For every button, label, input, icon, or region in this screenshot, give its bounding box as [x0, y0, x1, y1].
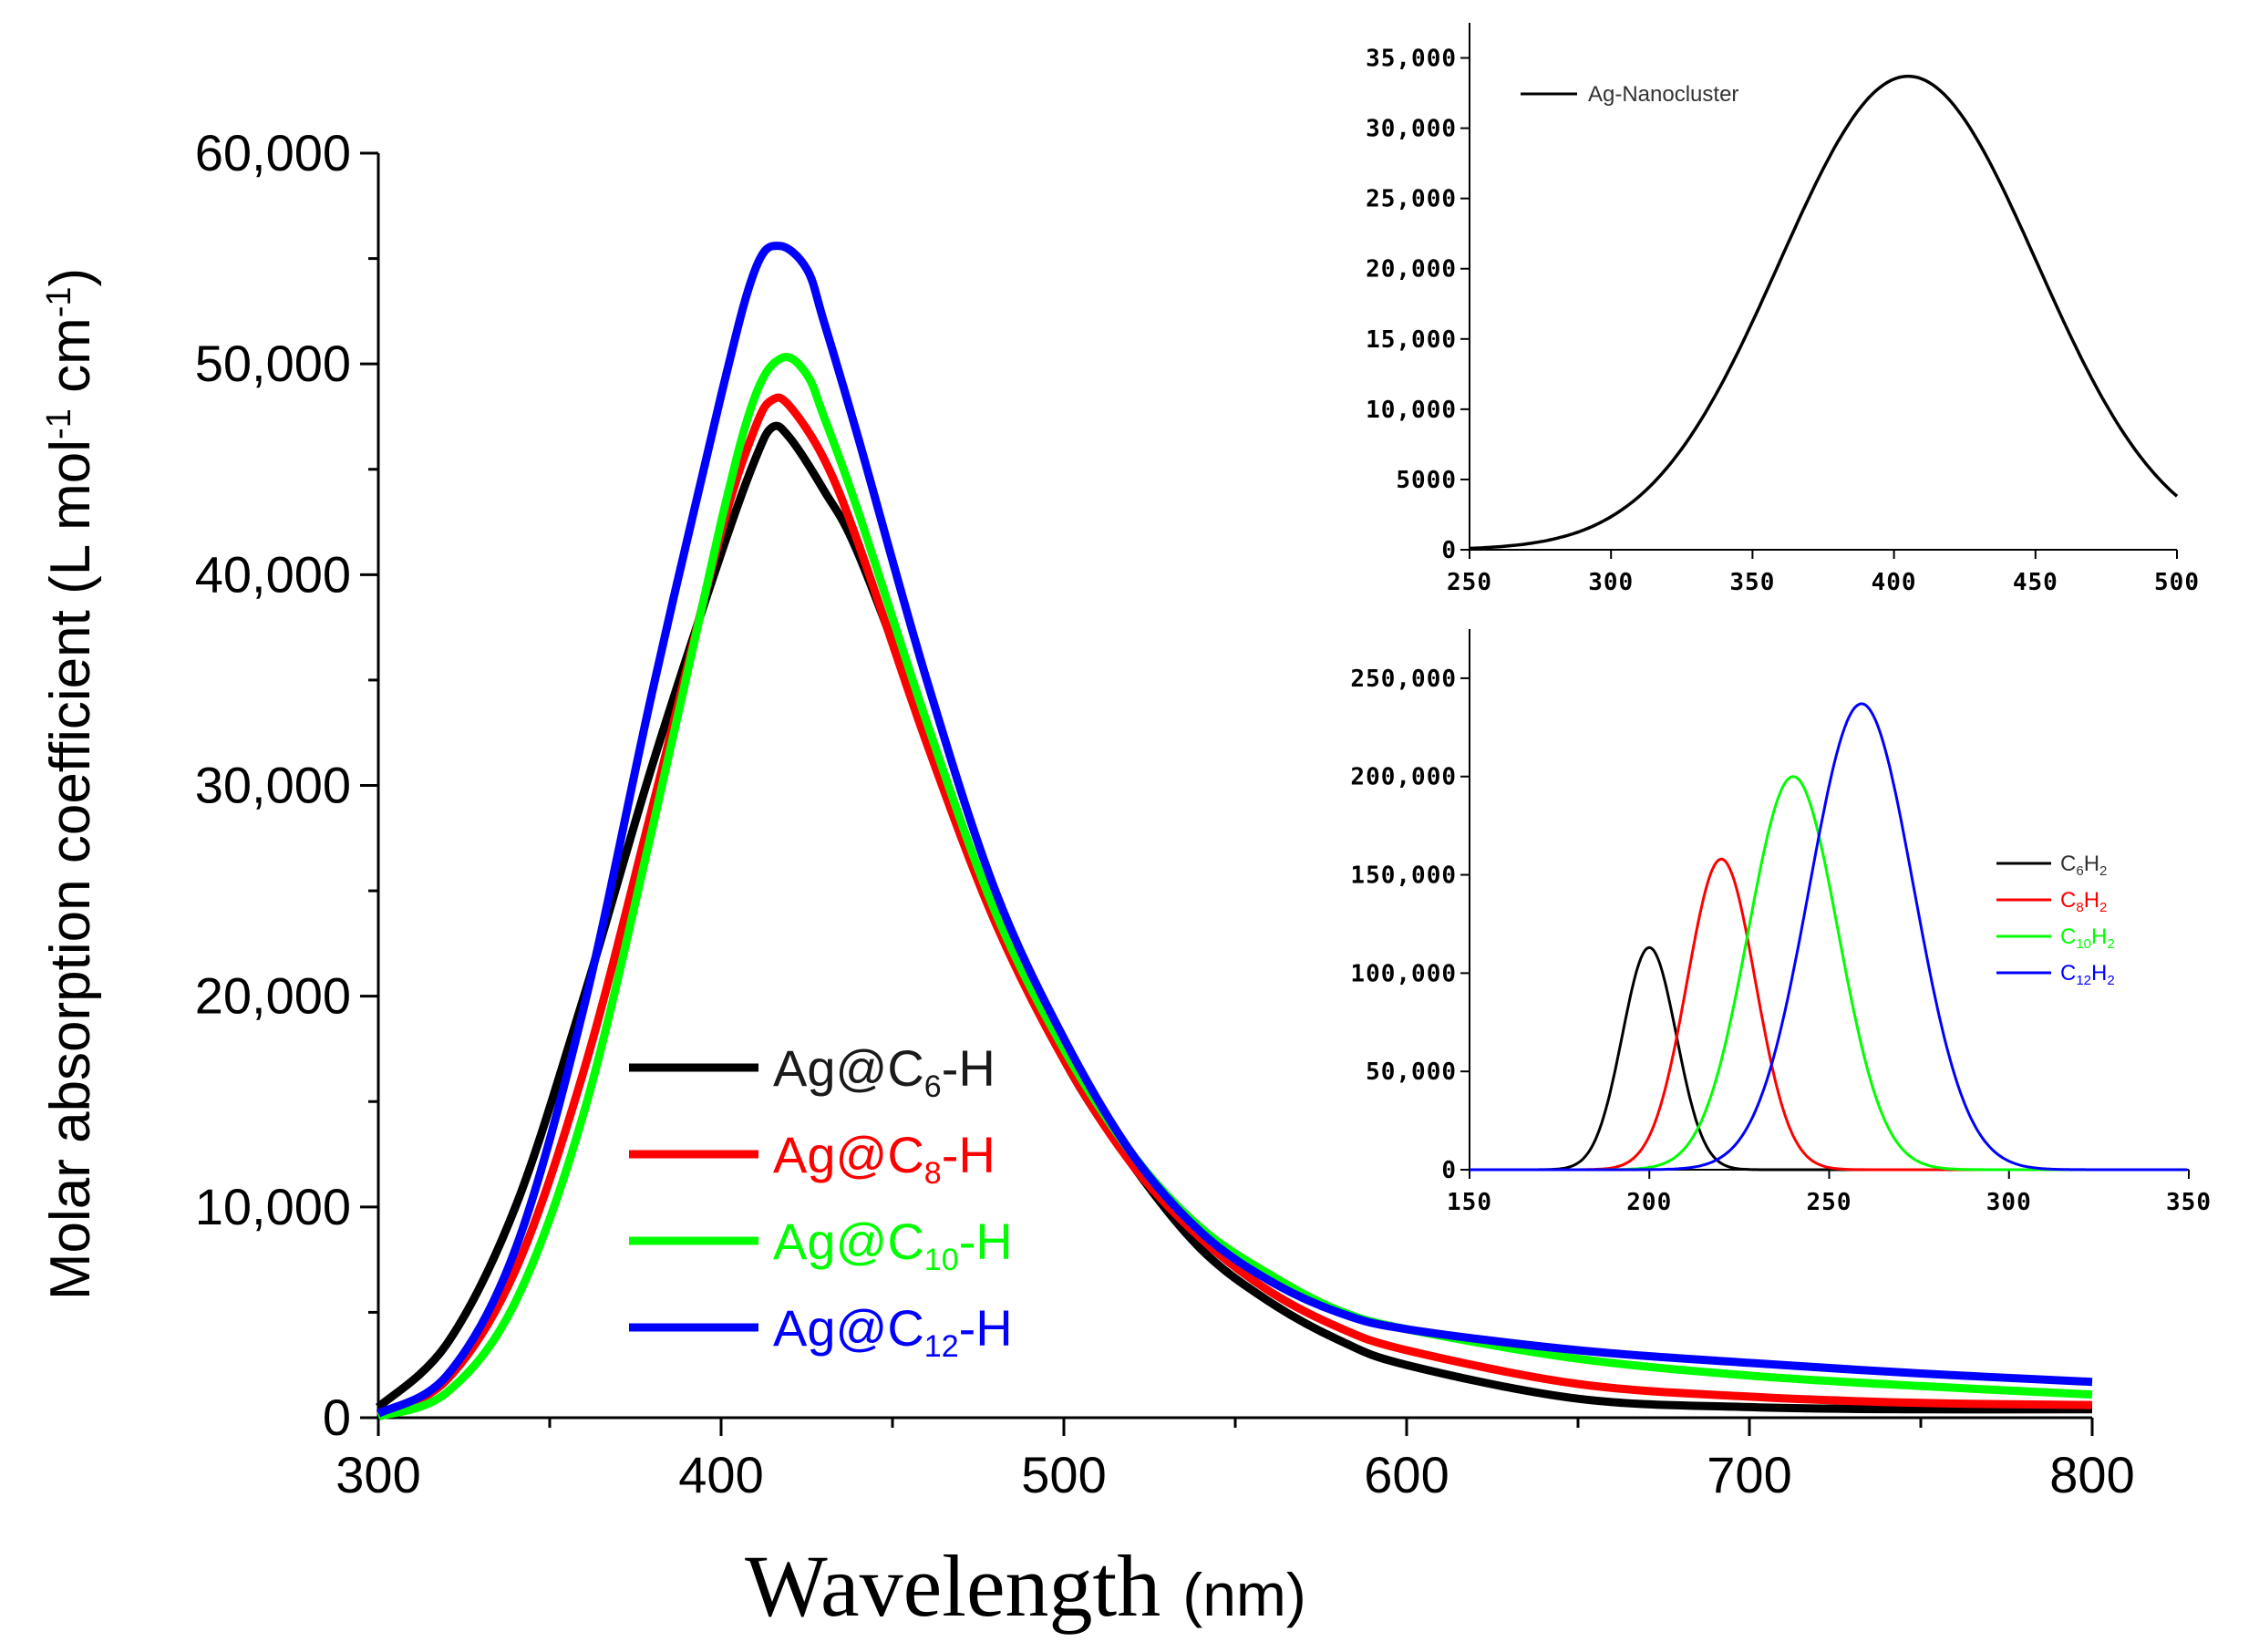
- legend-label-prefix: Ag@C: [773, 1299, 924, 1357]
- legend-h: H: [2091, 961, 2107, 986]
- legend-c: C: [2060, 888, 2076, 913]
- y-axis-label-close: ): [39, 268, 102, 287]
- inset-bottom-y-tick-label: 0: [1441, 1157, 1457, 1184]
- inset-top-x-tick-label: 450: [2013, 569, 2058, 596]
- x-axis-label-text: Wavelength: [745, 1537, 1160, 1635]
- x-axis-label-unit: (nm): [1182, 1561, 1306, 1628]
- legend-label-sub: 8: [924, 1156, 942, 1191]
- inset-bottom-x-tick-label: 250: [1807, 1189, 1852, 1216]
- inset-top-chart: 0 5000 10,000 15,000 20,000 25,000 30,000 35,00…: [1366, 23, 2200, 596]
- inset-top-y-tick-label: 30,000: [1366, 116, 1457, 143]
- legend-h: H: [2091, 924, 2107, 949]
- inset-top-y-tick-label: 0: [1441, 537, 1457, 564]
- inset-bottom-legend-label-C6H2: C6H2: [2060, 852, 2107, 879]
- legend-label-suffix: -H: [942, 1039, 995, 1097]
- y-axis-label-sup: -1: [40, 408, 78, 439]
- y-tick-label: 30,000: [195, 757, 351, 814]
- inset-bottom-legend-label-C10H2: C10H2: [2060, 924, 2115, 952]
- legend-label-suffix: -H: [942, 1126, 995, 1183]
- inset-bottom-x-tick-label: 350: [2166, 1189, 2212, 1216]
- legend-label-suffix: -H: [959, 1299, 1013, 1357]
- x-tick-label: 600: [1364, 1446, 1449, 1503]
- legend-label-prefix: Ag@C: [773, 1213, 924, 1270]
- inset-top-y-tick-label: 10,000: [1366, 397, 1457, 424]
- x-axis-label-gap: [1160, 1537, 1182, 1635]
- legend-sub1: 12: [2076, 973, 2091, 988]
- legend-label-sub: 6: [924, 1069, 942, 1104]
- legend-sub1: 10: [2076, 936, 2091, 952]
- legend-c: C: [2060, 924, 2076, 949]
- inset-bottom-x-tick-label: 300: [1986, 1189, 2032, 1216]
- inset-bottom-legend-label-C12H2: C12H2: [2060, 961, 2115, 988]
- legend-h: H: [2084, 888, 2099, 913]
- y-tick-label: 20,000: [195, 967, 351, 1025]
- x-tick-label: 700: [1707, 1446, 1791, 1503]
- y-tick-label: 40,000: [195, 545, 351, 603]
- legend-sub1: 8: [2076, 900, 2083, 915]
- inset-top-y-tick-label: 25,000: [1366, 186, 1457, 213]
- legend-c: C: [2060, 852, 2076, 876]
- y-tick-label: 50,000: [195, 335, 351, 392]
- inset-bottom-y-tick-label: 200,000: [1350, 764, 1457, 791]
- inset-bottom-y-tick-label: 150,000: [1350, 862, 1457, 890]
- inset-bottom-y-tick-label: 250,000: [1350, 666, 1457, 693]
- legend-sub2: 2: [2107, 936, 2114, 952]
- legend-sub2: 2: [2099, 863, 2107, 879]
- inset-bottom-x-tick-label: 150: [1447, 1189, 1492, 1216]
- legend-c: C: [2060, 961, 2076, 986]
- x-axis-label: Wavelength (nm): [745, 1537, 1306, 1635]
- y-tick-label: 60,000: [195, 124, 351, 181]
- series-line-Ag@C8-H: [376, 393, 2093, 1420]
- inset-top-legend-label: Ag-Nanocluster: [1588, 82, 1738, 107]
- y-tick-label: 10,000: [195, 1178, 351, 1235]
- legend-label-suffix: -H: [959, 1213, 1013, 1270]
- inset-bottom-y-tick-label: 50,000: [1366, 1058, 1457, 1086]
- legend-label-Ag@C10-H: Ag@C10-H: [773, 1213, 1013, 1277]
- series-line-Ag@C12-H: [376, 242, 2093, 1418]
- y-axis-label: Molar absorption coefficient (L mol-1 cm…: [39, 268, 102, 1300]
- legend-label-sub: 12: [924, 1329, 959, 1364]
- series-line-Ag@C10-H: [376, 353, 2093, 1421]
- y-axis-label-sup: -1: [40, 286, 78, 317]
- inset-top-x-tick-label: 400: [1872, 569, 1917, 596]
- inset-top-y-tick-label: 20,000: [1366, 256, 1457, 284]
- inset-bottom-legend-label-C8H2: C8H2: [2060, 888, 2107, 915]
- x-tick-label: 400: [678, 1446, 763, 1503]
- y-axis-label-cm: cm: [39, 317, 102, 408]
- x-tick-label: 800: [2049, 1446, 2134, 1503]
- y-tick-label: 0: [323, 1389, 351, 1446]
- x-tick-label: 500: [1021, 1446, 1106, 1503]
- inset-bottom-chart: 0 50,000 100,000 150,000 200,000 250,000 150 20…: [1350, 629, 2212, 1216]
- inset-top-y-tick-label: 5000: [1396, 467, 1457, 494]
- inset-top-series-line: [1469, 74, 2179, 551]
- main-chart: 0 10,000 20,000 30,000 40,000 50,000 60,000 300…: [39, 124, 2135, 1635]
- y-axis-label-text: Molar absorption coefficient (L mol: [39, 439, 102, 1300]
- legend-label-Ag@C6-H: Ag@C6-H: [773, 1039, 995, 1104]
- inset-bottom-y-tick-label: 100,000: [1350, 960, 1457, 987]
- inset-top-x-tick-label: 350: [1729, 569, 1775, 596]
- inset-top-x-tick-label: 500: [2154, 569, 2200, 596]
- legend-label-Ag@C8-H: Ag@C8-H: [773, 1126, 995, 1191]
- inset-top-y-tick-label: 15,000: [1366, 326, 1457, 354]
- legend-sub2: 2: [2099, 900, 2107, 915]
- legend-sub2: 2: [2107, 973, 2114, 988]
- legend-sub1: 6: [2076, 863, 2083, 879]
- inset-bottom-series-line-C12H2: [1470, 702, 2187, 1172]
- legend-label-prefix: Ag@C: [773, 1039, 924, 1097]
- inset-bottom-x-tick-label: 200: [1626, 1189, 1672, 1216]
- legend-label-Ag@C12-H: Ag@C12-H: [773, 1299, 1013, 1364]
- x-tick-label: 300: [335, 1446, 420, 1503]
- legend-h: H: [2084, 852, 2099, 876]
- legend-label-prefix: Ag@C: [773, 1126, 924, 1183]
- inset-top-y-tick-label: 35,000: [1366, 46, 1457, 73]
- inset-top-x-tick-label: 300: [1588, 569, 1634, 596]
- inset-top-x-tick-label: 250: [1447, 569, 1492, 596]
- legend-label-sub: 10: [924, 1243, 959, 1277]
